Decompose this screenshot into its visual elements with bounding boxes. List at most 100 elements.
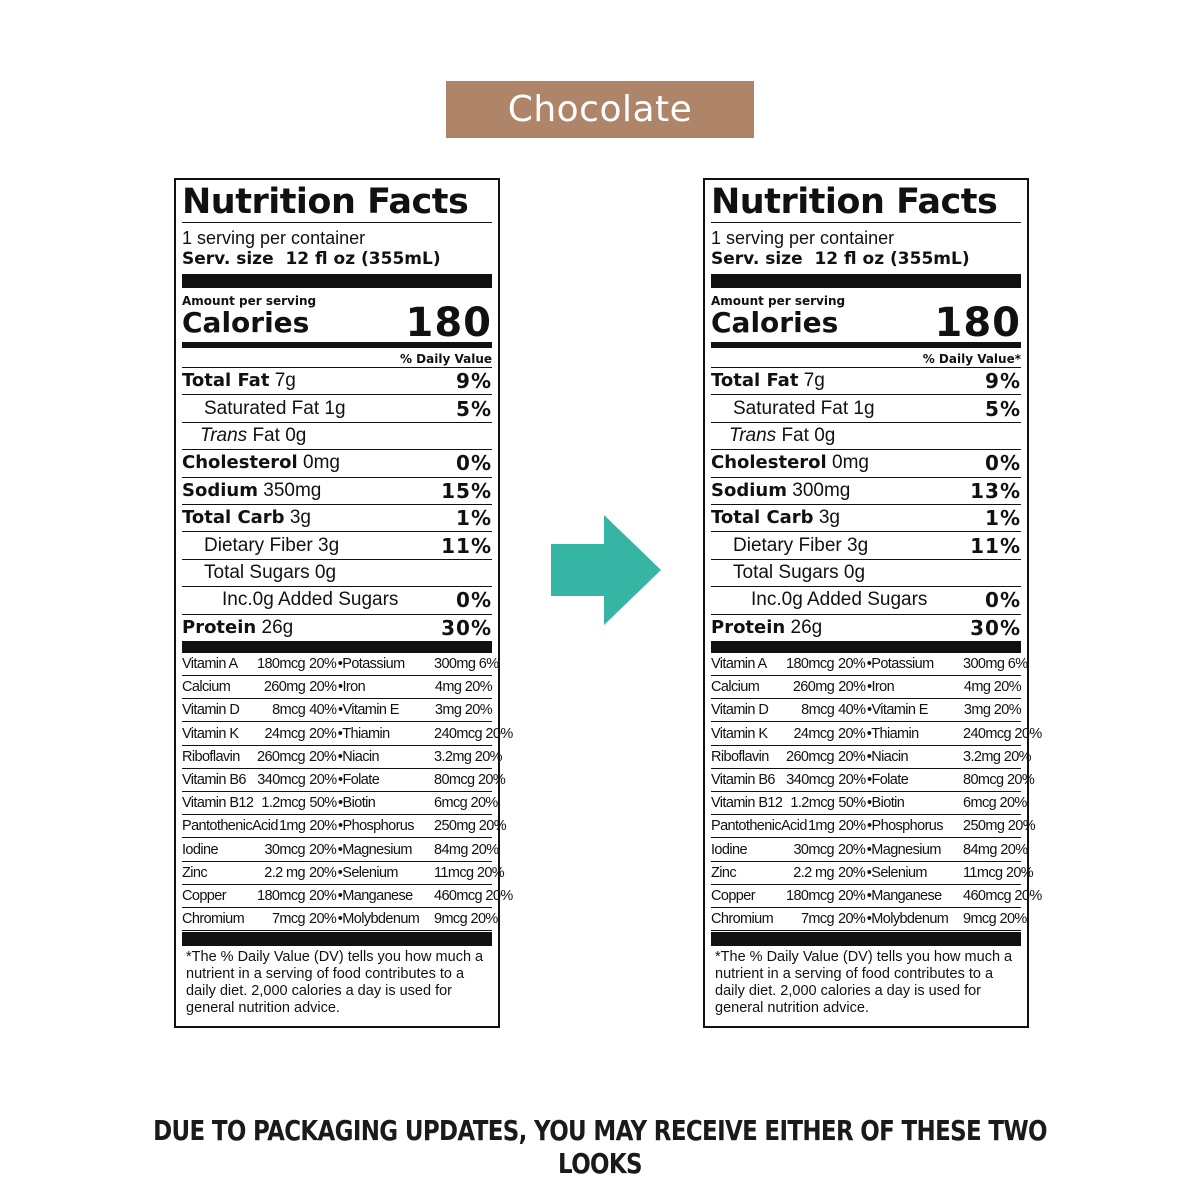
- vitamin-daily-value: 20%: [838, 818, 866, 835]
- nutrient-name: Dietary Fiber: [733, 534, 842, 556]
- mineral-amount: 240mcg: [962, 725, 1012, 742]
- vitamin-name: Vitamin A: [711, 656, 767, 672]
- servings-per-container: 1 serving per container: [711, 228, 895, 248]
- vitamin-name: Vitamin D: [182, 702, 240, 719]
- mineral-name: Potassium: [342, 656, 405, 672]
- vitamin-daily-value: 20%: [309, 725, 337, 742]
- mineral-amount: 3mg: [434, 702, 462, 719]
- vitamin-row: Copper 180mcg 20% •Manganese 460mcg 20%: [182, 885, 513, 908]
- nutrient-amount: 7g: [803, 370, 825, 392]
- nutrient-name: Inc.0g Added Sugars: [222, 589, 399, 611]
- nutrient-row: Dietary Fiber 3g 11%: [182, 531, 492, 558]
- vitamin-name: Vitamin B12: [182, 795, 254, 812]
- mineral-daily-value: 20%: [993, 679, 1022, 696]
- vitamin-name: Copper: [711, 887, 756, 904]
- vitamin-row: Calcium 260mg 20% •Iron 4mg 20%: [711, 676, 1022, 700]
- vitamin-row: PantothenicAcid 1mg 20% •Phosphorus 250mg 20…: [182, 815, 507, 839]
- vitamin-name: Vitamin A: [182, 656, 238, 672]
- nutrient-daily-value: 0%: [985, 451, 1021, 476]
- nutrient-row: Inc.0g Added Sugars 0%: [711, 586, 1021, 613]
- nutrient-daily-value: 15%: [441, 478, 492, 503]
- mineral-daily-value: 20%: [1003, 748, 1032, 765]
- vitamin-amount: 260mcg: [257, 748, 306, 765]
- nutrient-daily-value: 11%: [970, 533, 1021, 558]
- vitamin-daily-value: 20%: [838, 679, 866, 696]
- mineral-daily-value: 20%: [485, 725, 513, 742]
- vitamin-row: Zinc 2.2 mg 20% •Selenium 11mcg 20%: [711, 862, 1034, 885]
- vitamin-row: Riboflavin 260mcg 20% •Niacin 3.2mg 20%: [711, 746, 1032, 769]
- mineral-name: Vitamin E: [871, 702, 928, 719]
- vitamin-daily-value: 40%: [309, 702, 337, 719]
- vitamin-name: Calcium: [711, 679, 760, 696]
- nutrient-daily-value: 11%: [441, 533, 492, 558]
- vitamin-row: Riboflavin 260mcg 20% •Niacin 3.2mg 20%: [182, 746, 503, 769]
- vitamin-row: Vitamin B12 1.2mcg 50% •Biotin 6mcg 20%: [711, 792, 1027, 816]
- amount-per-serving: Amount per serving: [711, 294, 846, 308]
- nutrient-amount: 3g: [289, 507, 311, 529]
- mineral-amount: 9mcg: [433, 911, 468, 928]
- mineral-amount: 460mcg: [962, 887, 1012, 904]
- vitamin-row: Vitamin A 180mcg 20% •Potassium 300mg 6%: [711, 653, 1028, 677]
- mineral-daily-value: 20%: [1006, 771, 1035, 788]
- daily-value-footnote: *The % Daily Value (DV) tells you how mu…: [715, 949, 1013, 1017]
- nutrient-daily-value: 5%: [985, 396, 1021, 421]
- nutrient-daily-value: 1%: [456, 506, 492, 531]
- nutrient-name: Total Fat: [711, 370, 799, 392]
- mineral-daily-value: 20%: [464, 679, 493, 696]
- nutrient-amount: 300mg: [792, 479, 851, 501]
- vitamin-amount: 1mg: [278, 818, 306, 835]
- mineral-daily-value: 6%: [478, 656, 499, 672]
- mineral-amount: 4mg: [963, 679, 991, 696]
- mineral-amount: 6mcg: [963, 795, 997, 812]
- nutrient-row: Saturated Fat 1g 5%: [182, 394, 492, 421]
- vitamin-amount: 340mcg: [257, 771, 306, 788]
- serving-size: Serv. size 12 fl oz (355mL): [182, 249, 492, 269]
- mineral-daily-value: 20%: [485, 887, 513, 904]
- vitamin-amount: 30mcg: [264, 841, 305, 858]
- vitamin-row: Iodine 30mcg 20% •Magnesium 84mg 20%: [711, 838, 1028, 862]
- nutrient-daily-value: 1%: [985, 506, 1021, 531]
- vitamin-daily-value: 20%: [309, 911, 337, 928]
- vitamin-row: Vitamin D 8mcg 40% •Vitamin E 3mg 20%: [182, 699, 493, 723]
- mineral-name: Molybdenum: [342, 911, 420, 928]
- vitamin-amount: 1.2mcg: [261, 795, 306, 812]
- vitamin-amount: 1.2mcg: [790, 795, 835, 812]
- vitamin-amount: 24mcg: [793, 725, 834, 742]
- mineral-name: Phosphorus: [871, 818, 944, 835]
- nutrient-amount: 3g: [847, 534, 869, 556]
- mineral-amount: 84mg: [962, 841, 997, 858]
- mineral-amount: 3.2mg: [962, 748, 1001, 765]
- vitamin-amount: 7mcg: [800, 911, 835, 928]
- vitamin-name: PantothenicAcid: [182, 818, 278, 835]
- mineral-amount: 3.2mg: [433, 748, 472, 765]
- nutrient-row: Sodium 350mg 15%: [182, 476, 492, 504]
- vitamin-daily-value: 20%: [838, 656, 866, 672]
- vitamin-row: Vitamin D 8mcg 40% •Vitamin E 3mg 20%: [711, 699, 1022, 723]
- vitamin-amount: 7mcg: [271, 911, 306, 928]
- mineral-amount: 6mcg: [434, 795, 468, 812]
- mineral-name: Iron: [871, 679, 895, 696]
- mineral-amount: 80mcg: [434, 771, 475, 788]
- nutrition-facts-title: Nutrition Facts: [182, 182, 469, 222]
- mineral-daily-value: 20%: [471, 841, 499, 858]
- vitamin-name: Iodine: [182, 841, 219, 858]
- mineral-name: Selenium: [871, 864, 927, 881]
- nutrient-row: Trans Fat 0g: [182, 421, 492, 449]
- vitamin-daily-value: 50%: [838, 795, 866, 812]
- nutrient-row: Total Fat 7g 9%: [182, 367, 492, 394]
- vitamin-row: Calcium 260mg 20% •Iron 4mg 20%: [182, 676, 493, 700]
- daily-value-footnote: *The % Daily Value (DV) tells you how mu…: [186, 949, 484, 1017]
- mineral-name: Manganese: [871, 887, 942, 904]
- nutrient-amount: 0g: [843, 561, 866, 583]
- mineral-daily-value: 20%: [999, 911, 1027, 928]
- mineral-name: Niacin: [871, 748, 908, 765]
- mineral-daily-value: 20%: [993, 702, 1022, 719]
- vitamin-name: Riboflavin: [711, 748, 769, 765]
- vitamin-amount: 180mcg: [786, 656, 835, 672]
- mineral-amount: 300mg: [433, 656, 476, 672]
- nutrient-row: Total Sugars 0g: [711, 558, 1021, 586]
- flavor-banner: Chocolate: [446, 81, 754, 138]
- amount-per-serving: Amount per serving: [182, 294, 317, 308]
- mineral-name: Thiamin: [342, 725, 390, 742]
- nutrition-panel-new: Nutrition Facts 1 serving per container Se…: [703, 178, 1042, 1028]
